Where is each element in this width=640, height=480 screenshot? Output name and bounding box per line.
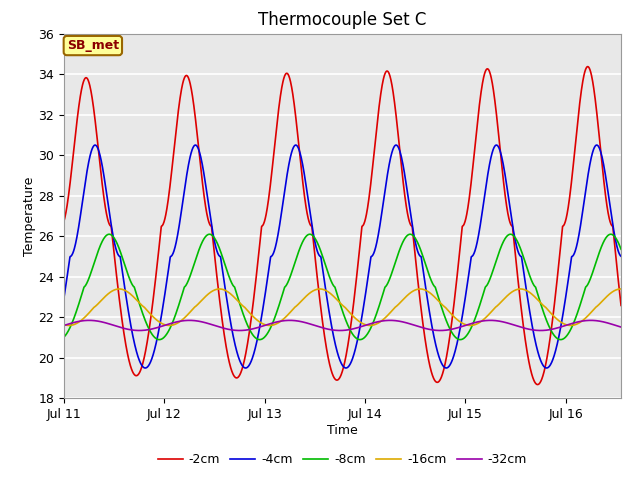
-4cm [543,365,550,371]
Line: -4cm: -4cm [64,145,626,368]
Line: -32cm: -32cm [64,320,626,331]
-32cm [319,325,326,331]
-2cm [606,219,614,225]
Line: -16cm: -16cm [64,289,626,325]
-8cm [606,231,614,237]
-16cm [605,291,613,297]
-4cm [606,202,614,207]
Legend: -2cm, -4cm, -8cm, -16cm, -32cm: -2cm, -4cm, -8cm, -16cm, -32cm [152,448,532,471]
-2cm [319,317,326,323]
-4cm [503,182,511,188]
-8cm [333,292,341,298]
-16cm [333,297,341,303]
-32cm [606,321,614,326]
-16cm [622,287,630,293]
-32cm [622,325,630,331]
-16cm [89,306,97,312]
-2cm [502,202,510,207]
-2cm [60,218,68,224]
-32cm [503,320,511,325]
-16cm [606,291,614,297]
Line: -8cm: -8cm [64,234,626,340]
-4cm [92,142,99,148]
-8cm [106,231,113,237]
-4cm [606,204,614,209]
-4cm [333,350,341,356]
-8cm [60,334,68,340]
-32cm [333,327,341,333]
-2cm [89,98,97,104]
-16cm [65,323,73,328]
-4cm [319,266,326,272]
-2cm [333,377,341,383]
Text: SB_met: SB_met [67,39,119,52]
-16cm [60,322,68,327]
-2cm [622,340,630,346]
-8cm [319,253,326,259]
-4cm [60,295,68,300]
-2cm [606,218,614,224]
-8cm [622,260,630,266]
-32cm [587,317,595,323]
Title: Thermocouple Set C: Thermocouple Set C [258,11,427,29]
Y-axis label: Temperature: Temperature [22,176,36,256]
-16cm [503,293,511,299]
X-axis label: Time: Time [327,424,358,437]
-4cm [622,281,630,287]
-4cm [89,145,97,151]
Line: -2cm: -2cm [64,67,626,384]
-32cm [136,328,143,334]
-8cm [456,337,464,343]
-8cm [606,231,614,237]
-32cm [89,318,97,324]
-2cm [534,382,541,387]
-8cm [503,233,511,239]
-32cm [60,323,68,328]
-16cm [319,287,326,292]
-16cm [617,286,625,292]
-2cm [584,64,591,70]
-32cm [606,321,614,326]
-8cm [89,264,97,270]
